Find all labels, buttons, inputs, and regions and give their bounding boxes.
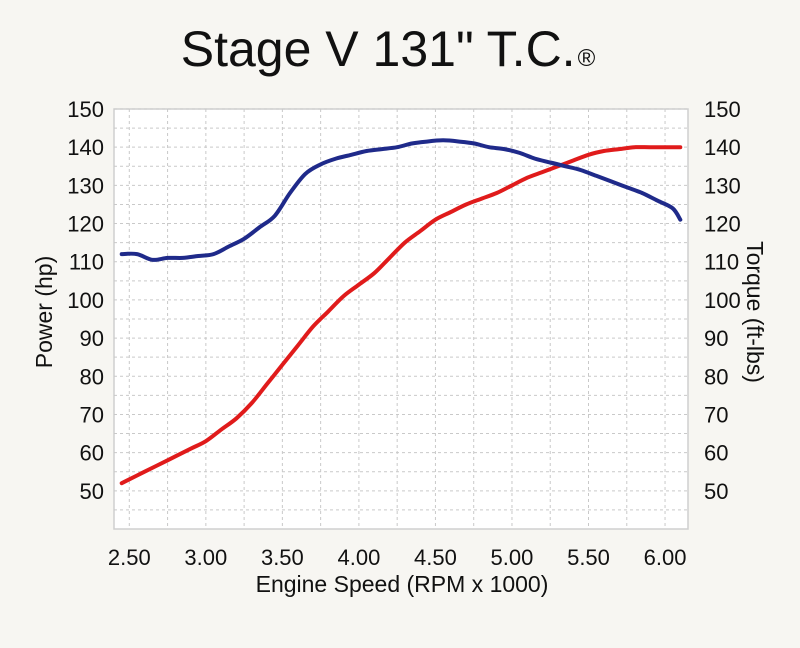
x-tick-label: 6.00 [644, 545, 687, 570]
x-tick-label: 4.00 [337, 545, 380, 570]
x-axis-tick-labels: 2.50 3.00 3.50 4.00 4.50 5.00 5.50 6.00 [108, 545, 687, 570]
left-y-tick-label: 150 [67, 97, 104, 122]
right-y-tick-label: 100 [704, 288, 741, 313]
x-tick-label: 5.00 [491, 545, 534, 570]
right-y-tick-label: 130 [704, 173, 741, 198]
left-y-tick-label: 100 [67, 288, 104, 313]
right-y-tick-label: 90 [704, 326, 728, 351]
left-axis-label: Power (hp) [31, 256, 57, 368]
right-y-tick-label: 110 [704, 250, 739, 275]
x-tick-label: 2.50 [108, 545, 151, 570]
left-y-tick-label: 90 [80, 326, 104, 351]
x-tick-label: 3.00 [184, 545, 227, 570]
chart-title-text: Stage V 131" T.C. [181, 21, 576, 77]
left-y-tick-label: 130 [67, 173, 104, 198]
left-y-tick-label: 140 [67, 135, 104, 160]
x-tick-label: 5.50 [567, 545, 610, 570]
left-y-tick-label: 80 [80, 364, 104, 389]
right-y-tick-label: 60 [704, 441, 728, 466]
chart-title: Stage V 131" T.C.® [181, 21, 596, 77]
x-tick-label: 3.50 [261, 545, 304, 570]
series-layer [119, 138, 683, 486]
right-y-tick-label: 50 [704, 479, 728, 504]
registered-mark: ® [578, 45, 596, 72]
x-axis-label: Engine Speed (RPM x 1000) [256, 571, 549, 597]
right-y-tick-label: 140 [704, 135, 741, 160]
left-y-tick-label: 70 [80, 402, 104, 427]
right-axis-label: Torque (ft-lbs) [742, 241, 768, 383]
left-y-tick-label: 110 [69, 250, 104, 275]
left-y-tick-label: 120 [67, 212, 104, 237]
right-y-tick-label: 150 [704, 97, 741, 122]
right-y-tick-label: 120 [704, 212, 741, 237]
left-axis-tick-labels: 50 60 70 80 90 100 110 120 130 140 150 [67, 97, 104, 504]
plot-area [113, 108, 689, 530]
x-tick-label: 4.50 [414, 545, 457, 570]
right-y-tick-label: 80 [704, 364, 728, 389]
left-y-tick-label: 60 [80, 441, 104, 466]
right-axis-tick-labels: 50 60 70 80 90 100 110 120 130 140 150 [704, 97, 741, 504]
left-y-tick-label: 50 [80, 479, 104, 504]
power-series-line [119, 145, 683, 486]
torque-series-line [119, 138, 683, 262]
right-y-tick-label: 70 [704, 402, 728, 427]
